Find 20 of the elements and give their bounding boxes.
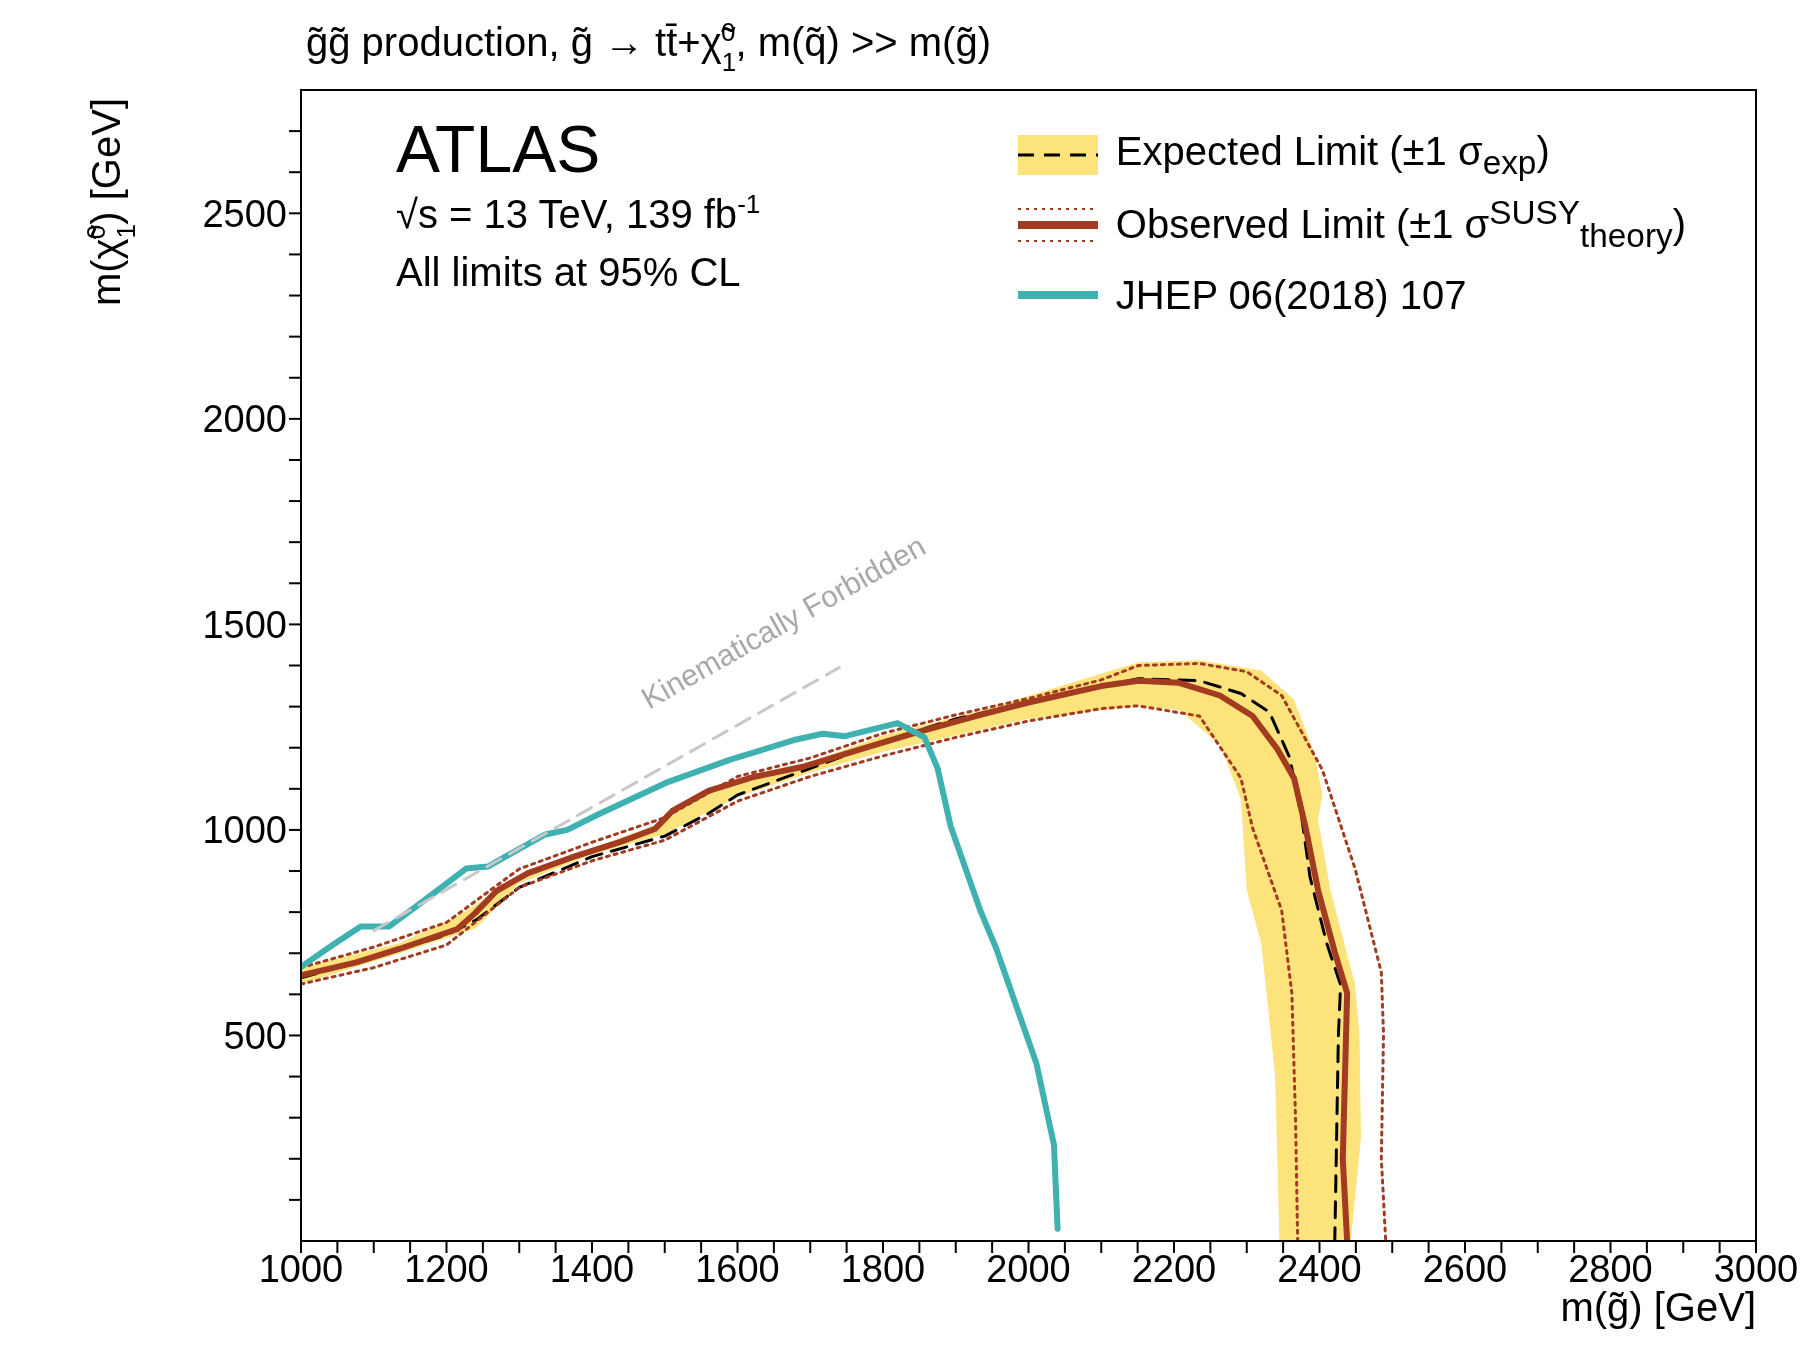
- y-tick-label: 2000: [202, 398, 287, 441]
- x-tick-label: 1800: [840, 1247, 926, 1290]
- x-tick-label: 1400: [549, 1247, 635, 1290]
- annotation: All limits at 95% CL: [396, 250, 741, 294]
- x-tick-label: 2200: [1131, 1247, 1217, 1290]
- annotation: √s = 13 TeV, 139 fb$^{-1}$: [396, 189, 761, 236]
- annotation: ATLAS: [396, 112, 601, 186]
- y-tick-label: 2500: [202, 192, 287, 235]
- legend-label: Observed Limit (±1 σ$^{SUSY}$$_{theory}$): [1115, 194, 1686, 256]
- x-tick-label: 2000: [986, 1247, 1071, 1290]
- x-tick-label: 1600: [695, 1247, 780, 1290]
- legend-label: JHEP 06(2018) 107: [1115, 272, 1467, 318]
- legend-label: Expected Limit (±1 σ$_{exp}$): [1115, 128, 1550, 182]
- x-tick-label: 2400: [1277, 1247, 1362, 1290]
- y-tick-label: 500: [223, 1014, 287, 1057]
- x-tick-label: 2600: [1422, 1247, 1508, 1290]
- x-tick-label: 1200: [404, 1247, 489, 1290]
- y-tick-label: 1000: [202, 809, 287, 852]
- y-tick-label: 1500: [202, 603, 287, 646]
- x-tick-label: 1000: [258, 1247, 344, 1290]
